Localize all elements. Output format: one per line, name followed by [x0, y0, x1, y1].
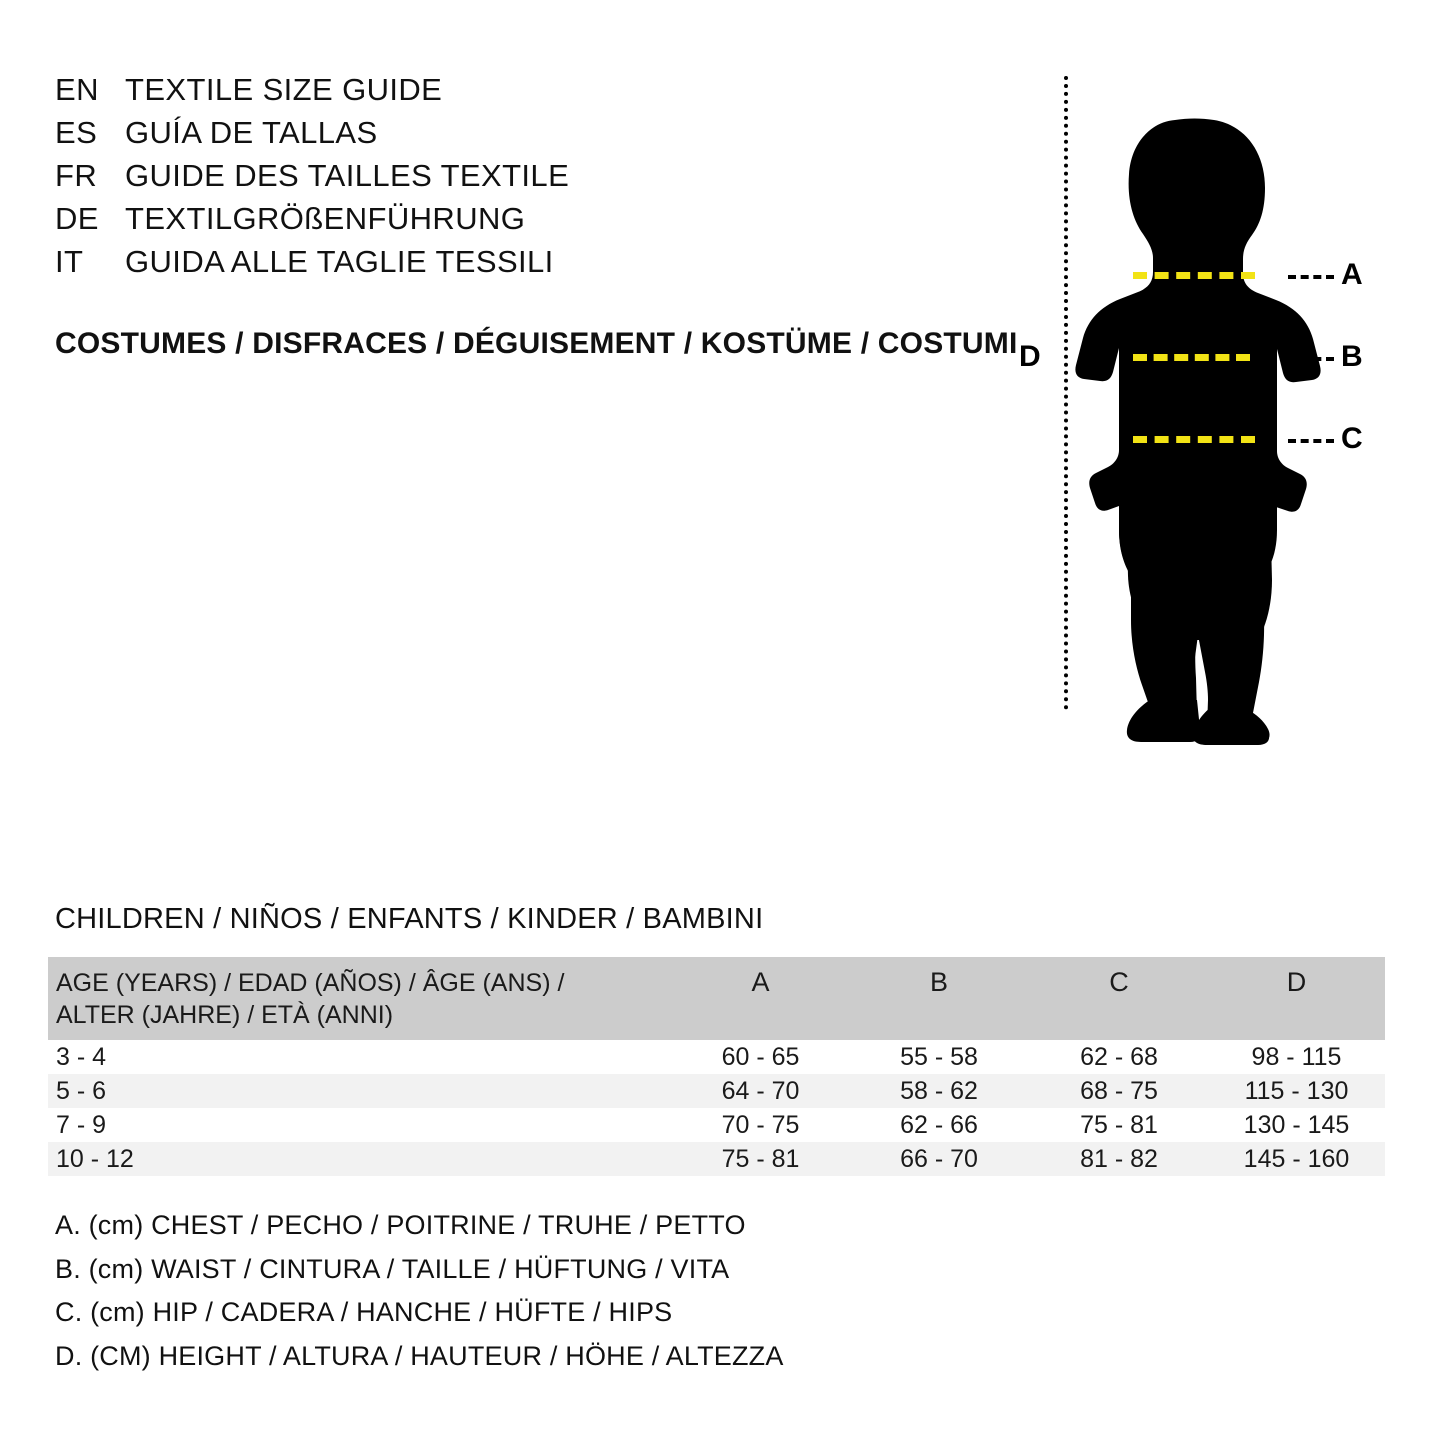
language-code-en: EN	[55, 72, 99, 107]
cell-d: 145 - 160	[1208, 1142, 1385, 1176]
dimension-label-a: A	[1341, 258, 1363, 291]
cell-d: 130 - 145	[1208, 1108, 1385, 1142]
cell-d: 98 - 115	[1208, 1040, 1385, 1074]
cell-age: 10 - 12	[48, 1142, 673, 1176]
measure-line-chest	[1133, 272, 1255, 279]
language-row-it: IT GUIDA ALLE TAGLIE TESSILI	[55, 244, 675, 287]
legend-line-c: C. (cm) HIP / CADERA / HANCHE / HÜFTE / …	[55, 1297, 673, 1327]
table-row: 7 - 9 70 - 75 62 - 66 75 - 81 130 - 145	[48, 1108, 1385, 1142]
table-heading: CHILDREN / NIÑOS / ENFANTS / KINDER / BA…	[55, 903, 764, 935]
measure-line-hip	[1133, 436, 1255, 443]
language-row-fr: FR GUIDE DES TAILLES TEXTILE	[55, 158, 675, 201]
column-header-d: D	[1208, 957, 1385, 1040]
size-table: AGE (YEARS) / EDAD (AÑOS) / ÂGE (ANS) / …	[48, 957, 1385, 1176]
cell-b: 55 - 58	[848, 1040, 1030, 1074]
legend-line-b: B. (cm) WAIST / CINTURA / TAILLE / HÜFTU…	[55, 1253, 730, 1284]
language-code-es: ES	[55, 115, 98, 150]
cell-b: 62 - 66	[848, 1108, 1030, 1142]
cell-age: 3 - 4	[48, 1040, 673, 1074]
language-code-fr: FR	[55, 158, 98, 193]
cell-age: 5 - 6	[48, 1074, 673, 1108]
table-header-row: AGE (YEARS) / EDAD (AÑOS) / ÂGE (ANS) / …	[48, 957, 1385, 1040]
dimension-label-d: D	[1019, 340, 1041, 373]
dimension-label-c: C	[1341, 422, 1363, 455]
language-text-it: GUIDA ALLE TAGLIE TESSILI	[125, 244, 554, 279]
cell-a: 75 - 81	[673, 1142, 848, 1176]
leader-line-a	[1288, 275, 1334, 279]
table-row: 10 - 12 75 - 81 66 - 70 81 - 82 145 - 16…	[48, 1142, 1385, 1176]
measure-line-waist	[1133, 354, 1250, 361]
column-header-age-line2: ALTER (JAHRE) / ETÀ (ANNI)	[56, 1000, 394, 1029]
language-row-en: EN TEXTILE SIZE GUIDE	[55, 72, 675, 115]
category-line: COSTUMES / DISFRACES / DÉGUISEMENT / KOS…	[55, 327, 1018, 360]
cell-a: 60 - 65	[673, 1040, 848, 1074]
column-header-b: B	[848, 957, 1030, 1040]
cell-c: 75 - 81	[1030, 1108, 1208, 1142]
cell-a: 70 - 75	[673, 1108, 848, 1142]
child-silhouette-icon	[1075, 118, 1321, 745]
legend-line-a: A. (cm) CHEST / PECHO / POITRINE / TRUHE…	[55, 1210, 746, 1240]
language-row-de: DE TEXTILGRÖßENFÜHRUNG	[55, 201, 675, 244]
cell-d: 115 - 130	[1208, 1074, 1385, 1108]
cell-a: 64 - 70	[673, 1074, 848, 1108]
column-header-age-line1: AGE (YEARS) / EDAD (AÑOS) / ÂGE (ANS) /	[56, 968, 565, 997]
leader-line-c	[1288, 439, 1334, 443]
figure-area	[1000, 60, 1420, 750]
language-title-block: EN TEXTILE SIZE GUIDE ES GUÍA DE TALLAS …	[55, 72, 675, 287]
cell-c: 62 - 68	[1030, 1040, 1208, 1074]
table-row: 5 - 6 64 - 70 58 - 62 68 - 75 115 - 130	[48, 1074, 1385, 1108]
language-text-de: TEXTILGRÖßENFÜHRUNG	[125, 201, 526, 236]
language-text-en: TEXTILE SIZE GUIDE	[125, 72, 443, 107]
cell-b: 66 - 70	[848, 1142, 1030, 1176]
cell-c: 81 - 82	[1030, 1142, 1208, 1176]
table-row: 3 - 4 60 - 65 55 - 58 62 - 68 98 - 115	[48, 1040, 1385, 1074]
column-header-a: A	[673, 957, 848, 1040]
cell-age: 7 - 9	[48, 1108, 673, 1142]
language-row-es: ES GUÍA DE TALLAS	[55, 115, 675, 158]
language-code-it: IT	[55, 244, 84, 279]
language-text-fr: GUIDE DES TAILLES TEXTILE	[125, 158, 570, 193]
legend-line-d: D. (CM) HEIGHT / ALTURA / HAUTEUR / HÖHE…	[55, 1340, 784, 1371]
legend-block: A. (cm) CHEST / PECHO / POITRINE / TRUHE…	[55, 1204, 955, 1378]
cell-c: 68 - 75	[1030, 1074, 1208, 1108]
leader-line-b	[1288, 357, 1334, 361]
height-guide-line-d	[1064, 76, 1068, 710]
column-header-age: AGE (YEARS) / EDAD (AÑOS) / ÂGE (ANS) / …	[48, 957, 673, 1040]
language-text-es: GUÍA DE TALLAS	[125, 115, 378, 150]
language-code-de: DE	[55, 201, 99, 236]
column-header-c: C	[1030, 957, 1208, 1040]
dimension-label-b: B	[1341, 340, 1363, 373]
size-table-body: 3 - 4 60 - 65 55 - 58 62 - 68 98 - 115 5…	[48, 1040, 1385, 1176]
cell-b: 58 - 62	[848, 1074, 1030, 1108]
size-table-head: AGE (YEARS) / EDAD (AÑOS) / ÂGE (ANS) / …	[48, 957, 1385, 1040]
